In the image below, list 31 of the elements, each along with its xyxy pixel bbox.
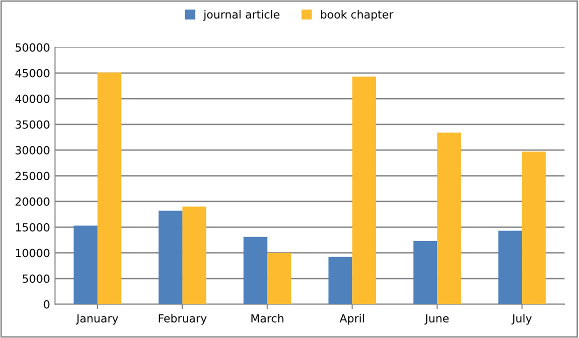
bar xyxy=(328,256,352,304)
y-tick-label: 25000 xyxy=(16,172,50,180)
bar xyxy=(97,72,122,304)
bar xyxy=(244,236,268,304)
y-tick-label: 5000 xyxy=(22,274,50,283)
bar xyxy=(498,230,522,304)
y-tick-label: 35000 xyxy=(16,120,50,129)
y-tick-label: 30000 xyxy=(16,146,50,154)
y-tick-label: 50000 xyxy=(16,43,50,52)
bar xyxy=(182,206,206,304)
bar xyxy=(522,152,546,304)
x-tick-label: June xyxy=(424,314,449,325)
x-tick-label: April xyxy=(340,314,364,325)
x-tick-label: March xyxy=(251,314,284,323)
legend-label: book chapter xyxy=(321,10,394,21)
x-tick-label: February xyxy=(158,314,207,325)
y-tick-label: 40000 xyxy=(15,94,50,104)
y-tick-label: 15000 xyxy=(16,223,50,232)
bar xyxy=(437,132,461,304)
y-tick-label: 45000 xyxy=(15,68,50,78)
bar xyxy=(74,226,98,304)
bar xyxy=(352,76,376,304)
y-tick-label: 20000 xyxy=(16,197,50,206)
legend-label: journal article xyxy=(203,10,280,21)
x-tick-label: January xyxy=(76,314,118,325)
x-tick-label: July xyxy=(512,314,532,325)
y-tick-label: 0 xyxy=(44,300,50,309)
bar xyxy=(413,241,438,304)
bar xyxy=(267,252,292,304)
bar xyxy=(158,210,182,304)
y-tick-label: 10000 xyxy=(16,248,50,258)
